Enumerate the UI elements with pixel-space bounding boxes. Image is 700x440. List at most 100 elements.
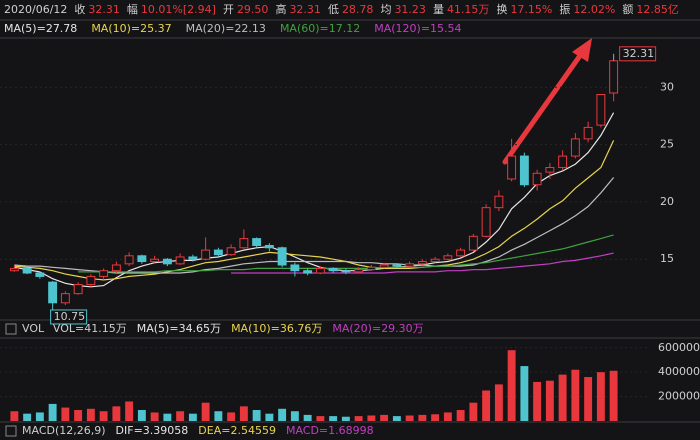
legend-entry: VOL=41.15万: [53, 322, 127, 335]
header-value: 28.78: [342, 3, 374, 16]
y-tick-label: 20: [660, 195, 674, 208]
header-value: 32.31: [289, 3, 321, 16]
volume-bar: [290, 411, 299, 421]
volume-bar: [596, 372, 605, 421]
candle-body: [519, 155, 529, 186]
volume-bar: [176, 411, 185, 421]
volume-legend: VOL VOL=41.15万 MA(5)=34.65万 MA(10)=36.76万 MA…: [22, 322, 424, 335]
volume-bar: [367, 415, 376, 421]
candle-body: [290, 264, 300, 272]
header-value: 12.02%: [573, 3, 615, 16]
candle-body: [60, 293, 70, 304]
volume-bar: [418, 414, 427, 421]
candle-body: [239, 238, 249, 249]
volume-tick-label: 600000: [658, 341, 700, 354]
candle-body: [48, 281, 58, 304]
header-label: 换: [496, 2, 507, 16]
header-label: 收: [74, 2, 85, 16]
candle-body: [379, 264, 389, 268]
candle-body: [35, 272, 45, 277]
header-value: 29.50: [237, 3, 269, 16]
legend-entry: MACD=1.68998: [286, 424, 374, 437]
candle-body: [162, 258, 172, 265]
candle-body: [341, 270, 351, 273]
candle-body: [545, 167, 555, 173]
header-value: 12.85亿: [636, 3, 679, 16]
volume-bar: [201, 402, 210, 421]
volume-bar: [252, 410, 261, 421]
volume-bar: [125, 401, 134, 421]
volume-bar: [456, 410, 465, 421]
candle-body: [315, 267, 325, 274]
panel-toggle[interactable]: [5, 425, 17, 437]
legend-entry: MA(20)=22.13: [186, 22, 266, 35]
volume-bar: [609, 370, 618, 421]
volume-bar: [303, 414, 312, 421]
candle-body: [188, 256, 198, 260]
candle-body: [456, 249, 466, 257]
panel-toggle[interactable]: [5, 323, 17, 335]
candle-body: [124, 255, 134, 265]
candle-body: [443, 255, 453, 260]
volume-bar: [10, 411, 19, 421]
legend-entry: MA(60)=17.12: [280, 22, 360, 35]
volume-bar: [48, 403, 57, 421]
volume-bar: [316, 416, 325, 421]
candle-body: [213, 249, 223, 256]
volume-bar: [558, 374, 567, 421]
header-value: 10.01%[2.94]: [141, 3, 216, 16]
volume-bar: [533, 381, 542, 421]
legend-entry: MA(120)=15.54: [374, 22, 461, 35]
header-value: 32.31: [88, 3, 120, 16]
candle-body: [137, 255, 147, 263]
legend-entry: DIF=3.39058: [116, 424, 189, 437]
candle-body: [252, 238, 262, 246]
volume-bar: [239, 406, 248, 421]
header-label: 额: [622, 3, 633, 16]
candle-body: [354, 269, 364, 273]
header-value: 41.15万: [447, 3, 490, 16]
candle-body: [392, 264, 402, 267]
candle-body: [86, 275, 96, 285]
annotation-box: [619, 46, 657, 62]
legend-entry: MA(10)=36.76万: [231, 322, 322, 335]
legend-entry: MA(20)=29.30万: [332, 322, 423, 335]
candle-body: [277, 247, 287, 266]
legend-entry: VOL: [22, 322, 45, 335]
volume-bar: [405, 415, 414, 421]
volume-bar: [329, 416, 338, 421]
candle-body: [532, 172, 542, 186]
candle-body: [303, 270, 313, 274]
candle-body: [111, 264, 121, 272]
volume-bar: [494, 384, 503, 421]
volume-bar: [392, 416, 401, 421]
trend-arrow: [502, 38, 592, 165]
volume-bar: [150, 412, 159, 421]
volume-bar: [469, 402, 478, 421]
ma-line: [14, 140, 615, 281]
header-date: 2020/06/12: [4, 3, 67, 16]
volume-bar: [431, 414, 440, 421]
legend-entry: MA(5)=34.65万: [137, 322, 221, 335]
candle-body: [405, 263, 415, 267]
candle-body: [175, 256, 185, 265]
candle-body: [99, 270, 109, 277]
volume-bar: [163, 413, 172, 421]
candle-body: [507, 155, 517, 180]
volume-bar: [278, 408, 287, 421]
candle-body: [150, 258, 160, 263]
candle-body: [558, 155, 568, 169]
candle-body: [481, 207, 491, 237]
header-label: 均: [380, 3, 391, 16]
candle-body: [609, 60, 619, 94]
y-tick-label: 15: [660, 252, 674, 265]
volume-bar: [443, 412, 452, 421]
volume-bar: [23, 413, 32, 421]
annotation-label: 32.31: [623, 47, 655, 60]
ma-legend: MA(5)=27.78 MA(10)=25.37 MA(20)=22.13 MA(60…: [4, 22, 462, 35]
candle-body: [570, 138, 580, 157]
annotation-box: [50, 309, 88, 325]
candle-body: [264, 244, 274, 249]
y-tick-label: 30: [660, 80, 674, 93]
